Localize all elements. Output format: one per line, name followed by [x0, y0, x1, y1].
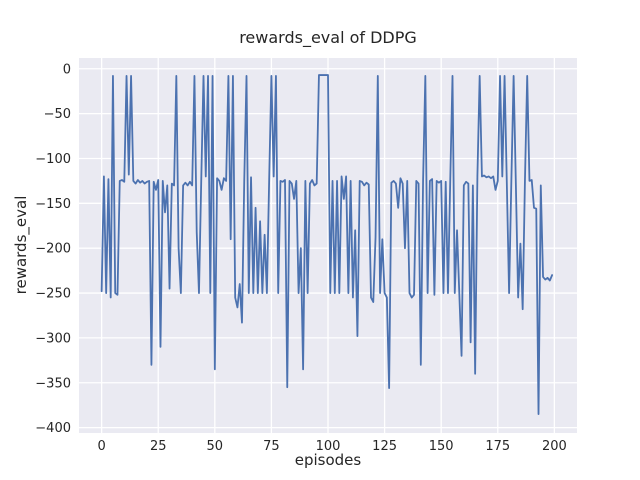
y-tick-label: −400	[35, 421, 71, 436]
y-tick-label: −100	[35, 152, 71, 167]
y-tick-label: −50	[44, 107, 71, 122]
x-tick-label: 125	[372, 439, 397, 454]
x-tick-label: 200	[542, 439, 567, 454]
x-tick-label: 50	[207, 439, 224, 454]
chart-title: rewards_eval of DDPG	[239, 28, 417, 47]
series-line-rewards_eval	[100, 74, 553, 416]
y-tick-label: −300	[35, 331, 71, 346]
y-tick-label: −150	[35, 197, 71, 212]
x-tick-label: 175	[485, 439, 510, 454]
x-axis-label: episodes	[294, 451, 362, 469]
y-tick-label: 0	[63, 62, 71, 77]
x-tick-label: 0	[97, 439, 105, 454]
y-tick-label: −350	[35, 376, 71, 391]
x-tick-label: 75	[263, 439, 280, 454]
y-tick-label: −200	[35, 242, 71, 257]
x-tick-label: 150	[429, 439, 454, 454]
y-tick-label: −250	[35, 287, 71, 302]
x-tick-label: 25	[150, 439, 167, 454]
x-tick-label: 100	[316, 439, 341, 454]
y-axis-label: rewards_eval	[12, 195, 30, 295]
